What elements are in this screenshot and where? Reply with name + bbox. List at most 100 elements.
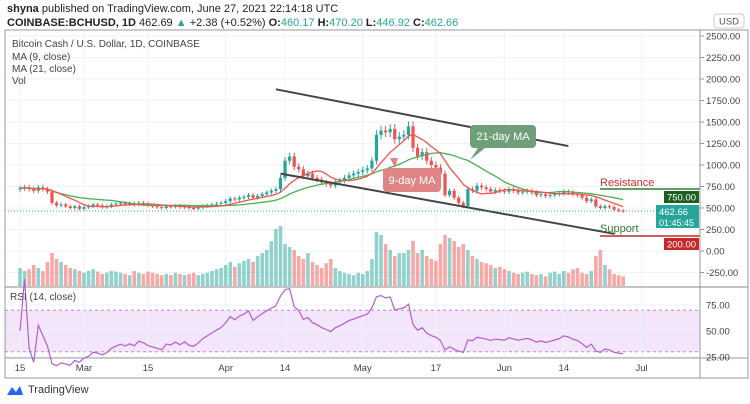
- resistance-tag: 750.00: [664, 191, 699, 204]
- volume-bar: [424, 256, 429, 286]
- candle-body: [237, 197, 241, 200]
- legend-ma21[interactable]: MA (21, close): [12, 64, 76, 75]
- volume-bar: [370, 259, 374, 286]
- volume-bar: [580, 272, 584, 286]
- price-axis[interactable]: -250.00 0.00 250.00 500.00 750.00 1000.00 1250…: [700, 32, 740, 280]
- volume-bar: [475, 259, 479, 286]
- currency-button[interactable]: USD: [713, 13, 745, 29]
- candle-body: [443, 173, 447, 196]
- volume-bar: [360, 274, 365, 286]
- volume-bar: [498, 266, 502, 286]
- volume-bar: [105, 272, 109, 286]
- candle-body: [32, 189, 36, 191]
- currency-label: USD: [719, 17, 739, 28]
- candle-body: [228, 198, 232, 202]
- volume-bar: [319, 268, 324, 286]
- candle-body: [543, 194, 548, 196]
- volume-bar: [77, 271, 82, 286]
- volume-bar: [155, 274, 159, 286]
- volume-bar: [351, 275, 356, 286]
- volume-bar: [242, 260, 246, 286]
- volume-bar: [575, 268, 580, 286]
- price-tick-label: 2000.00: [706, 75, 740, 86]
- volume-bar: [621, 276, 626, 286]
- ma21-callout[interactable]: 21-day MA: [470, 125, 536, 160]
- volume-bar: [210, 271, 214, 286]
- candle-body: [347, 175, 351, 178]
- volume-bar: [548, 272, 552, 286]
- volume-bar: [310, 262, 315, 286]
- legend-rsi[interactable]: RSI (14, close): [10, 292, 77, 303]
- candle-body: [260, 194, 264, 196]
- volume-bar: [205, 272, 210, 286]
- time-tick-label: 15: [143, 363, 154, 374]
- volume-bar: [534, 275, 539, 286]
- ma9-line: [19, 133, 624, 208]
- volume-bar: [219, 268, 223, 286]
- candle-body: [580, 195, 584, 198]
- candle-body: [585, 197, 589, 202]
- volume-bar: [552, 271, 557, 286]
- channel-lower-line[interactable]: [280, 172, 615, 235]
- candle-body: [484, 187, 488, 190]
- volume-bar: [328, 259, 333, 286]
- candle-body: [457, 197, 461, 203]
- volume-bar: [237, 263, 242, 286]
- candle-body: [539, 194, 543, 196]
- candle-body: [365, 168, 369, 171]
- volume-bar: [397, 253, 402, 286]
- candle-body: [128, 203, 132, 205]
- publisher-name[interactable]: shyna: [7, 3, 39, 15]
- volume-bar: [429, 259, 434, 286]
- candle-body: [612, 207, 616, 210]
- ma21-line: [19, 152, 624, 207]
- legend-vol[interactable]: Vol: [12, 76, 26, 87]
- volume-bar: [411, 241, 415, 286]
- volume-bar: [566, 272, 571, 286]
- volume-bar: [292, 250, 296, 286]
- candle-body: [73, 206, 77, 208]
- time-tick-label: May: [354, 363, 372, 374]
- bar-countdown: 01:45:45: [659, 218, 694, 228]
- volume-bar: [255, 256, 260, 286]
- volume-bar: [45, 262, 50, 286]
- volume-bar: [571, 269, 575, 286]
- candle-body: [109, 204, 113, 207]
- candle-body: [562, 191, 566, 194]
- volume-bar: [479, 262, 484, 286]
- volume-bar: [178, 274, 182, 286]
- volume-bar: [27, 269, 31, 286]
- volume-bar: [456, 247, 461, 286]
- volume-bar: [379, 235, 383, 286]
- open-label: O:: [268, 17, 281, 29]
- rsi-axis[interactable]: 25.00 50.00 75.00: [706, 301, 730, 364]
- volume-bar: [109, 271, 114, 286]
- legend-ma9[interactable]: MA (9, close): [12, 52, 71, 63]
- tradingview-logo[interactable]: TradingView: [6, 384, 89, 396]
- volume-bar: [287, 247, 292, 286]
- candle-body: [118, 202, 123, 204]
- volume-bar: [169, 275, 173, 286]
- time-axis[interactable]: 15 Mar 15 Apr 14 May 17 Jun 14 Jul: [15, 363, 648, 374]
- rsi-tick-label: 50.00: [706, 327, 730, 338]
- candle-body: [91, 204, 95, 207]
- volume-bar: [182, 275, 187, 286]
- volume-bar: [18, 268, 22, 286]
- candle-body: [50, 191, 54, 203]
- low-value: 446.92: [376, 17, 410, 29]
- candle-body: [265, 192, 269, 195]
- price-tick-label: 1250.00: [706, 139, 740, 150]
- candle-body: [498, 189, 502, 191]
- volume-bar: [146, 271, 150, 286]
- open-value: 460.17: [280, 17, 315, 29]
- time-tick-label: 15: [15, 363, 26, 374]
- ma9-callout[interactable]: 9-day MA: [383, 158, 441, 192]
- volume-bar: [420, 250, 424, 286]
- time-tick-label: Jun: [497, 363, 512, 374]
- candle-body: [384, 130, 388, 133]
- volume-bar: [452, 241, 456, 286]
- volume-bar: [201, 274, 205, 286]
- volume-bar: [86, 271, 91, 286]
- candle-body: [169, 206, 173, 208]
